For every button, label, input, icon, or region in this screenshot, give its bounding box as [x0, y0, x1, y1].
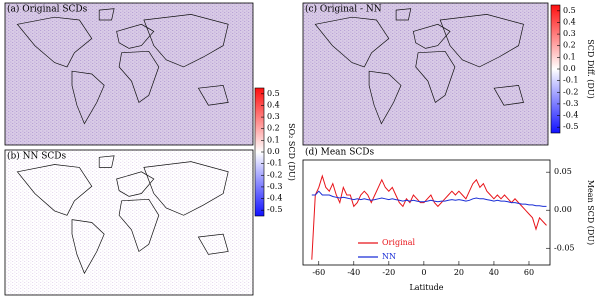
map-title: (b) NN SCDs: [7, 151, 67, 162]
y-tick-label: -0.05: [554, 243, 575, 252]
colorbar-tick-label: 0.2: [563, 41, 576, 50]
x-tick-label: 60: [524, 268, 534, 277]
coastline: [368, 70, 402, 125]
colorbar-tick-label: -0.1: [563, 76, 578, 85]
colorbar-tick-label: 0.3: [563, 29, 576, 38]
colorbar-tick-label: -0.5: [267, 205, 282, 214]
colorbar-tick-label: 0.1: [267, 135, 280, 144]
coastline: [98, 8, 115, 21]
colorbar-tick-label: -0.3: [563, 99, 578, 108]
x-tick-label: 20: [454, 268, 464, 277]
y-axis-label: Mean SCD (DU): [586, 180, 595, 245]
coastline: [16, 164, 93, 216]
legend-label: Original: [382, 238, 416, 247]
map-frame: [4, 2, 254, 146]
colorbar-label: SO₂ SCD (DU): [287, 123, 296, 181]
colorbar-tick-label: 0.0: [563, 64, 576, 73]
coastline: [116, 23, 155, 49]
series-line: [311, 190, 547, 207]
coastline: [143, 161, 229, 216]
colorbar-tick-label: -0.5: [563, 122, 578, 131]
map-speckle: [303, 3, 548, 145]
coastline: [412, 23, 451, 49]
map-frame: [302, 2, 549, 146]
coastline: [415, 50, 456, 103]
coastline: [16, 16, 93, 68]
colorbar-tick-label: 0.2: [267, 124, 280, 133]
x-axis-label: Latitude: [409, 283, 443, 292]
colorbar-tick-label: -0.3: [267, 182, 282, 191]
x-tick-label: -20: [382, 268, 395, 277]
coastline: [197, 233, 229, 255]
x-tick-label: -40: [347, 268, 360, 277]
coastline: [314, 16, 390, 68]
legend-label: NN: [382, 252, 396, 261]
colorbar-tick-label: -0.2: [563, 87, 578, 96]
coastline: [118, 50, 160, 103]
colorbar-tick-label: 0.4: [563, 17, 576, 26]
colorbar-tick-label: 0.0: [267, 147, 280, 156]
map-speckle: [5, 3, 253, 145]
x-tick-label: 40: [489, 268, 499, 277]
y-tick-label: 0.00: [554, 205, 572, 214]
colorbar-tick-label: -0.4: [563, 111, 578, 120]
coastline: [439, 14, 524, 68]
coastline: [395, 8, 412, 21]
coastline: [118, 198, 160, 253]
colorbar-label: SCD Diff. (DU): [586, 39, 595, 98]
coastline: [493, 85, 524, 106]
chart-title: (d) Mean SCDs: [305, 147, 374, 158]
series-line: [311, 174, 547, 260]
coastline: [71, 70, 105, 125]
colorbar-tick-label: 0.3: [267, 112, 280, 121]
x-tick-label: 0: [421, 268, 426, 277]
colorbar-tick-label: 0.5: [563, 6, 576, 15]
coastline: [98, 155, 115, 168]
colorbar-tick-label: 0.4: [267, 100, 280, 109]
map-speckle: [5, 150, 253, 295]
coastline: [116, 171, 155, 197]
colorbar-tick-label: -0.1: [267, 159, 282, 168]
colorbar-tick-label: -0.2: [267, 170, 282, 179]
colorbar-tick-label: -0.4: [267, 194, 282, 203]
plot-frame: [302, 159, 551, 266]
coastline: [71, 219, 105, 275]
map-frame: [4, 149, 254, 296]
coastline: [143, 14, 229, 68]
colorbar-tick-label: 0.1: [563, 52, 576, 61]
colorbar-tick-label: 0.5: [267, 89, 280, 98]
x-tick-label: -60: [312, 268, 325, 277]
y-tick-label: 0.05: [554, 167, 572, 176]
map-title: (a) Original SCDs: [7, 4, 88, 15]
map-title: (c) Original - NN: [305, 4, 382, 15]
coastline: [197, 85, 229, 106]
